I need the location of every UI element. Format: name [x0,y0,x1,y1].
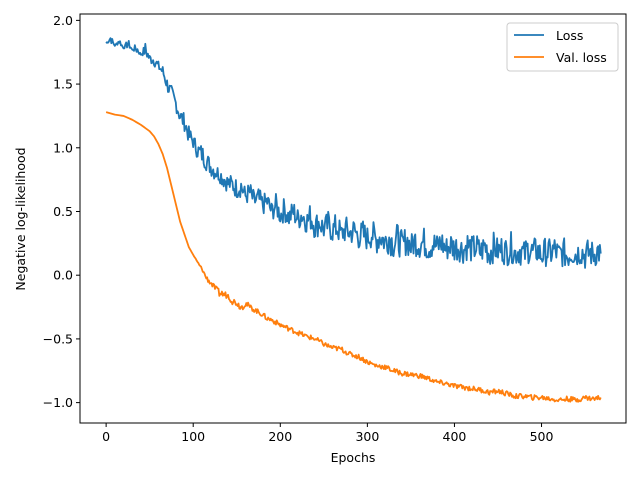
x-tick-label: 400 [443,429,467,444]
x-axis: 0 100 200 300 400 500 [102,423,554,444]
x-axis-label: Epochs [331,450,376,465]
y-tick-label: 0.5 [53,204,73,219]
x-tick-label: 300 [355,429,379,444]
y-tick-label: −0.5 [43,331,73,346]
series-line-val-loss [105,111,602,403]
x-tick-label: 500 [530,429,554,444]
y-axis-label: Negative log-likelihood [13,147,28,290]
y-tick-label: 2.0 [53,13,73,28]
series-line-loss [105,37,602,269]
legend: Loss Val. loss [506,22,619,72]
legend-label-loss: Loss [556,28,583,43]
y-tick-label: 0.0 [53,268,73,283]
x-tick-label: 100 [181,429,205,444]
y-tick-label: 1.0 [53,140,73,155]
x-tick-label: 200 [268,429,292,444]
y-tick-label: −1.0 [43,395,73,410]
plot-frame [79,13,627,424]
y-tick-label: 1.5 [53,77,73,92]
series-layer [105,37,602,403]
legend-label-val-loss: Val. loss [556,50,607,65]
x-tick-label: 0 [102,429,110,444]
y-axis: −1.0 −0.5 0.0 0.5 1.0 1.5 2.0 [43,13,80,410]
